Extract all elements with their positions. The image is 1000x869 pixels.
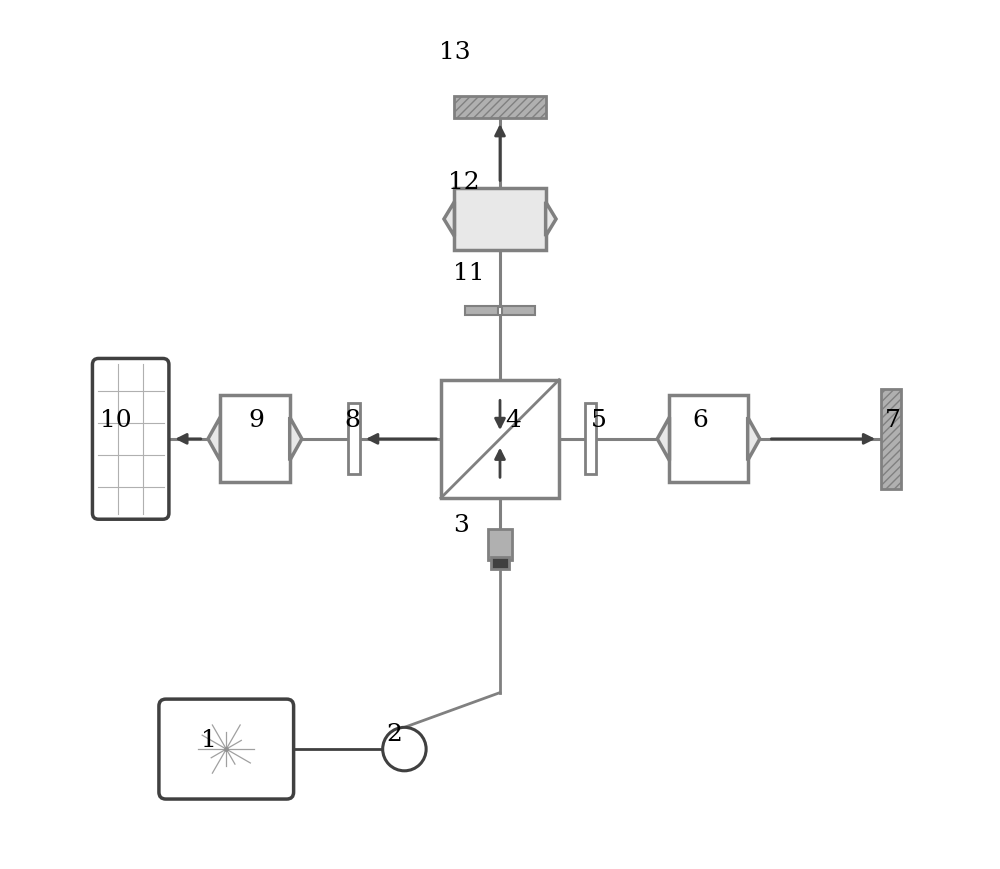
Bar xyxy=(454,188,546,250)
Bar xyxy=(502,306,535,315)
Bar xyxy=(220,395,290,482)
Polygon shape xyxy=(290,417,302,461)
Text: 6: 6 xyxy=(692,409,708,432)
Text: 8: 8 xyxy=(344,409,360,432)
Bar xyxy=(585,403,596,474)
Text: 12: 12 xyxy=(448,171,479,194)
Text: 1: 1 xyxy=(201,729,217,752)
Bar xyxy=(348,403,360,474)
Text: 2: 2 xyxy=(386,723,402,746)
Text: 7: 7 xyxy=(885,409,901,432)
Text: 5: 5 xyxy=(591,409,607,432)
Polygon shape xyxy=(748,417,760,461)
Circle shape xyxy=(383,727,426,771)
Polygon shape xyxy=(444,202,454,236)
Polygon shape xyxy=(657,417,669,461)
Polygon shape xyxy=(546,202,556,236)
Text: 13: 13 xyxy=(439,41,471,63)
Bar xyxy=(488,529,512,561)
Polygon shape xyxy=(208,417,220,461)
Text: 4: 4 xyxy=(505,409,521,432)
Bar xyxy=(454,96,546,118)
Bar xyxy=(441,380,559,498)
Bar xyxy=(881,389,901,488)
Text: 11: 11 xyxy=(453,262,484,285)
FancyBboxPatch shape xyxy=(92,359,169,520)
Text: 10: 10 xyxy=(100,409,132,432)
Text: 9: 9 xyxy=(249,409,265,432)
FancyBboxPatch shape xyxy=(159,699,294,799)
Bar xyxy=(465,306,498,315)
Bar xyxy=(669,395,748,482)
Bar xyxy=(491,557,509,568)
Text: 3: 3 xyxy=(453,514,469,537)
